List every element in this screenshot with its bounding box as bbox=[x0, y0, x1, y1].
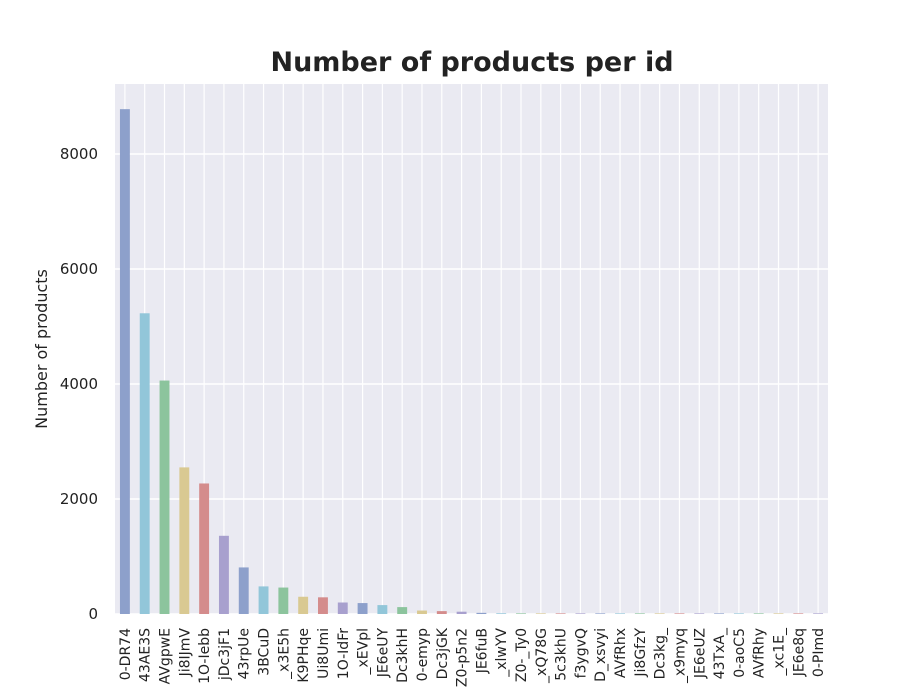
bar-0-DR74 bbox=[119, 109, 130, 615]
y-axis-ticks: 0 2000 4000 6000 8000 bbox=[60, 145, 98, 623]
x-tick-label: K9PHqe bbox=[296, 628, 312, 683]
x-tick-label: 0-aoC5 bbox=[732, 628, 748, 678]
bar-JE6e8q bbox=[793, 613, 804, 614]
x-tick-label: 0-DR74 bbox=[118, 628, 134, 680]
x-tick-label: Dc3jGK bbox=[435, 627, 451, 679]
y-tick-label: 6000 bbox=[60, 260, 98, 278]
x-tick-label: JE6eUY bbox=[375, 628, 391, 679]
bar-K9PHqe bbox=[298, 596, 309, 614]
y-tick-label: 0 bbox=[88, 605, 98, 623]
bar-Dc3kg_ bbox=[654, 613, 665, 614]
x-tick-label: JE6fuB bbox=[474, 628, 490, 674]
x-tick-label: jDc3jF1 bbox=[217, 628, 233, 681]
bar-D_xsvyi bbox=[595, 613, 606, 614]
x-tick-label: 1O-Iebb bbox=[197, 628, 213, 684]
bar-JE6eUY bbox=[377, 605, 388, 614]
gridlines bbox=[115, 84, 828, 615]
bar-_xQ78G bbox=[535, 613, 546, 614]
bar-Z0-p5n2 bbox=[456, 611, 467, 614]
x-tick-label: 43TxA_ bbox=[712, 627, 728, 679]
x-tick-label: 5c3khU bbox=[554, 628, 570, 681]
x-tick-label: Z0-p5n2 bbox=[455, 628, 471, 687]
bar-_x9myq bbox=[674, 613, 685, 614]
x-tick-label: 1O-IdFr bbox=[336, 628, 352, 679]
bar-JE6eUZ bbox=[694, 613, 705, 614]
bar-_xc1E_ bbox=[773, 613, 784, 614]
bar-5c3khU bbox=[555, 613, 566, 614]
x-tick-label: Ji8GfzY bbox=[633, 628, 649, 678]
x-tick-label: Z0-_Ty0 bbox=[514, 628, 530, 682]
bar-Ji8GfzY bbox=[634, 613, 645, 614]
x-tick-label: _xQ78G bbox=[534, 628, 550, 684]
x-tick-label: 43rpUe bbox=[237, 628, 253, 679]
x-tick-label: 3BCuD bbox=[257, 628, 273, 676]
bar-_xlwYV bbox=[496, 613, 507, 614]
bar-JE6fuB bbox=[476, 612, 487, 614]
bar-43TxA_ bbox=[714, 613, 725, 614]
x-tick-label: JE6e8q bbox=[791, 628, 807, 677]
y-tick-label: 4000 bbox=[60, 375, 98, 393]
x-tick-label: _x3E5h bbox=[276, 628, 292, 680]
x-tick-label: Ji8IJmV bbox=[177, 628, 193, 678]
x-tick-label: AVgpwE bbox=[158, 628, 174, 684]
x-tick-label: 0-emyp bbox=[415, 628, 431, 681]
x-tick-label: 43AE3S bbox=[138, 628, 154, 682]
bar-0-emyp bbox=[417, 610, 427, 614]
x-tick-label: f3ygvQ bbox=[573, 628, 589, 678]
bar-AVfRhy bbox=[753, 613, 764, 614]
bar-43AE3S bbox=[139, 313, 150, 614]
bar-AVfRhx bbox=[615, 613, 625, 614]
y-tick-label: 8000 bbox=[60, 145, 98, 163]
bar-0-PImd bbox=[813, 613, 824, 614]
x-tick-label: D_xsvyi bbox=[593, 628, 609, 682]
x-tick-label: Ui8Umi bbox=[316, 628, 332, 679]
bars bbox=[119, 109, 824, 615]
x-tick-label: 0-PImd bbox=[811, 628, 827, 677]
x-tick-label: AVfRhx bbox=[613, 628, 629, 678]
y-tick-label: 2000 bbox=[60, 490, 98, 508]
x-tick-label: Dc3khH bbox=[395, 628, 411, 683]
bar-1O-Iebb bbox=[199, 483, 210, 614]
bar-jDc3jF1 bbox=[218, 535, 229, 614]
x-tick-label: _x9myq bbox=[672, 628, 688, 684]
bar-AVgpwE bbox=[159, 380, 170, 614]
bar-0-aoC5 bbox=[733, 613, 744, 614]
bar-43rpUe bbox=[238, 567, 249, 614]
bar-1O-IdFr bbox=[337, 602, 348, 614]
x-tick-label: _xc1E_ bbox=[771, 627, 787, 676]
x-tick-label: _xEVpl bbox=[356, 628, 372, 675]
x-tick-label: AVfRhy bbox=[752, 628, 768, 678]
bar-Ji8IJmV bbox=[179, 467, 190, 614]
plot-area bbox=[115, 84, 828, 614]
bar-f3ygvQ bbox=[575, 613, 586, 614]
x-tick-label: Dc3kg_ bbox=[653, 627, 669, 679]
bar-Z0-_Ty0 bbox=[516, 613, 526, 614]
bar-Ui8Umi bbox=[318, 597, 328, 614]
chart-title: Number of products per id bbox=[270, 47, 673, 78]
bar-_x3E5h bbox=[278, 587, 289, 614]
bar-_xEVpl bbox=[357, 603, 368, 614]
bar-3BCuD bbox=[258, 586, 269, 614]
x-tick-label: _xlwYV bbox=[494, 628, 510, 678]
x-tick-label: JE6eUZ bbox=[692, 628, 708, 679]
y-axis-label: Number of products bbox=[32, 269, 51, 429]
bar-Dc3jGK bbox=[436, 611, 447, 614]
x-axis-ticks: 0-DR74 43AE3S AVgpwE Ji8IJmV 1O-Iebb jDc3jF1 4… bbox=[118, 627, 827, 687]
bar-Dc3khH bbox=[397, 607, 408, 614]
